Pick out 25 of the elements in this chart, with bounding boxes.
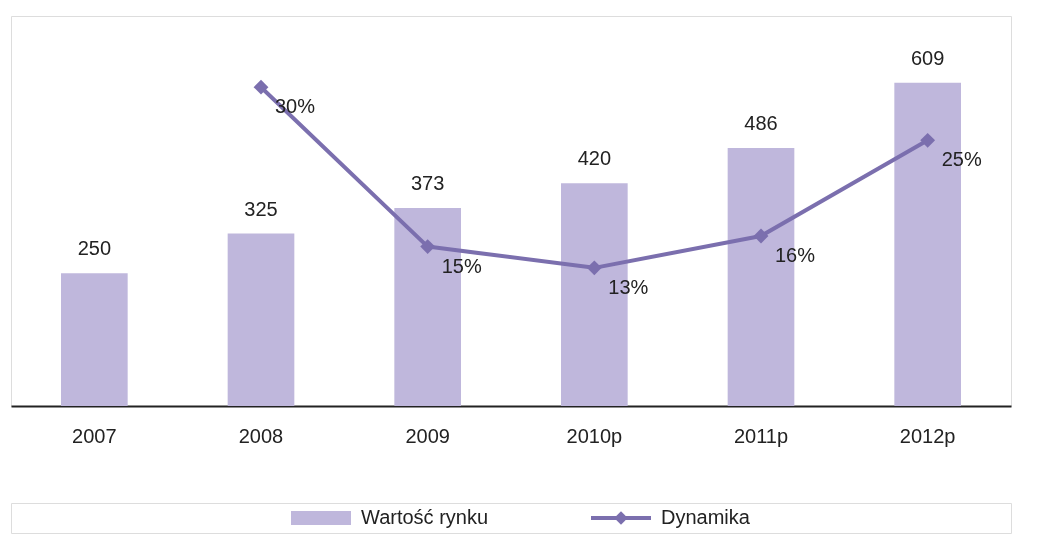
x-tick-label: 2011p (733, 424, 789, 447)
x-tick-label: 2008 (238, 424, 284, 447)
point (753, 228, 769, 244)
data-label: 16% (775, 243, 816, 266)
data-label: 250 (77, 237, 112, 260)
data-label: 325 (244, 197, 278, 220)
legend-label: Dynamika (661, 506, 751, 528)
bar (227, 233, 295, 406)
x-tick-label: 2007 (72, 424, 117, 447)
data-label: 25% (941, 148, 982, 171)
point (920, 132, 936, 148)
legend-label: Wartość rynku (361, 506, 489, 528)
bar (61, 273, 128, 406)
point (586, 260, 602, 276)
data-label: 486 (744, 112, 778, 135)
data-label: 609 (910, 46, 945, 69)
x-tick-label: 2009 (405, 424, 450, 447)
x-tick-label: 2010p (566, 424, 623, 447)
data-label: 13% (608, 275, 649, 298)
point (253, 79, 269, 95)
data-label: 373 (410, 172, 445, 195)
x-tick-label: 2012p (899, 424, 956, 447)
point (420, 239, 436, 255)
data-label: 15% (441, 254, 482, 277)
data-label: 420 (577, 147, 612, 170)
